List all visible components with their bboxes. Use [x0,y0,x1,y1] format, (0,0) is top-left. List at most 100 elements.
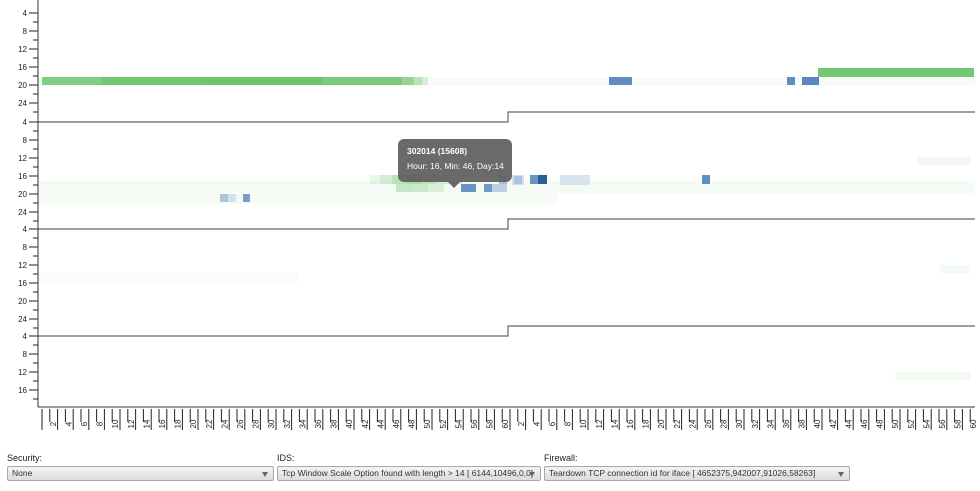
x-tick-label: 8 [96,421,105,426]
heatmap-cell[interactable] [228,194,236,202]
x-tick-label: 26 [236,419,245,428]
y-tick-label: 24 [18,99,27,108]
security-filter: Security: None [7,453,274,481]
x-tick-label: 48 [408,419,417,428]
security-select[interactable]: None [7,466,274,481]
heatmap-cells[interactable] [38,68,975,380]
y-tick-label: 8 [23,27,28,36]
x-tick-label: 22 [673,419,682,428]
y-tick-label: 16 [18,279,27,288]
heatmap-cell[interactable] [412,184,428,192]
heatmap-cell[interactable] [538,175,547,184]
x-tick-label: 52 [907,419,916,428]
y-tick-label: 12 [18,45,27,54]
ids-select[interactable]: Tcp Window Scale Option found with lengt… [277,466,541,481]
x-tick-label: 38 [798,419,807,428]
x-tick-label: 30 [267,419,276,428]
heatmap-cell[interactable] [609,77,632,85]
heatmap-cell[interactable] [38,272,298,282]
x-tick-label: 34 [298,419,307,428]
x-tick-label: 18 [174,419,183,428]
firewall-select[interactable]: Teardown TCP connection id for iface [ 4… [544,466,850,481]
x-tick-label: 30 [735,419,744,428]
x-tick-label: 12 [595,419,604,428]
heatmap-cell[interactable] [940,265,970,273]
heatmap-cell[interactable] [422,77,428,85]
heatmap-cell[interactable] [42,77,102,85]
heatmap-cell[interactable] [787,77,795,85]
x-tick-label: 56 [938,419,947,428]
heatmap-cell[interactable] [38,194,558,204]
x-tick-label: 58 [954,419,963,428]
y-tick-label: 12 [18,261,27,270]
x-tick-label: 2 [49,421,58,426]
x-tick-label: 60 [501,419,510,428]
x-tick-label: 46 [860,419,869,428]
heatmap-cell[interactable] [895,372,970,380]
heatmap-cell[interactable] [380,175,392,184]
heatmap-cell[interactable] [484,184,492,192]
day-boundary-line [38,111,975,123]
x-tick-label: 28 [720,419,729,428]
x-tick-label: 26 [704,419,713,428]
heatmap-cell[interactable] [202,77,322,85]
x-tick-label: 14 [610,419,619,428]
x-tick-label: 52 [439,419,448,428]
heatmap-cell[interactable] [322,77,402,85]
x-tick-label: 42 [361,419,370,428]
x-tick-label: 28 [252,419,261,428]
heatmap-cell[interactable] [38,181,975,193]
y-tick-label: 4 [23,332,28,341]
x-tick-label: 2 [517,421,526,426]
y-tick-label: 4 [23,118,28,127]
heatmap-cell[interactable] [38,78,975,86]
heatmap-cell[interactable] [514,176,522,184]
x-tick-label: 4 [64,421,73,426]
x-tick-label: 36 [782,419,791,428]
x-tick-label: 18 [642,419,651,428]
y-tick-label: 24 [18,208,27,217]
heatmap-cell[interactable] [818,68,974,77]
heatmap-cell[interactable] [560,175,590,185]
heatmap-cell[interactable] [402,77,414,85]
heatmap-cell[interactable] [461,184,476,192]
heatmap-cell[interactable] [492,184,507,192]
tooltip-arrow [448,182,460,188]
heatmap-cell[interactable] [243,194,250,202]
security-select-value: None [12,468,33,478]
x-axis: 2 4 6 8 10 12 14 16 18 20 22 24 26 28 30 32 34 36 38 40 42 44… [41,409,978,430]
heatmap-cell[interactable] [220,194,228,202]
x-tick-label: 50 [423,419,432,428]
y-tick-label: 16 [18,172,27,181]
x-tick-label: 16 [158,419,167,428]
heatmap-cell[interactable] [414,77,422,85]
x-tick-label: 16 [626,419,635,428]
heatmap-cell[interactable] [370,175,380,184]
x-tick-label: 44 [844,419,853,428]
x-tick-label: 58 [486,419,495,428]
tooltip-title: 302014 (15608) [407,146,468,156]
heatmap-cell[interactable] [918,157,970,165]
x-tick-label: 14 [142,419,151,428]
ids-filter: IDS: Tcp Window Scale Option found with … [277,453,541,481]
heatmap-cell[interactable] [530,175,538,184]
x-tick-label: 48 [876,419,885,428]
x-tick-label: 34 [766,419,775,428]
day-boundary-line [38,218,975,230]
x-tick-label: 32 [283,419,292,428]
heatmap-cell[interactable] [702,175,710,184]
chevron-down-icon [838,472,844,477]
heatmap-cell[interactable] [428,184,444,192]
x-tick-label: 22 [205,419,214,428]
x-tick-label: 24 [220,419,229,428]
y-tick-label: 12 [18,368,27,377]
heatmap-cell[interactable] [802,77,819,85]
x-tick-label: 6 [548,421,557,426]
heatmap-cell[interactable] [102,77,202,85]
x-tick-label: 42 [829,419,838,428]
x-tick-label: 10 [579,419,588,428]
heatmap-cell[interactable] [396,184,412,192]
heatmap-cell[interactable] [512,175,524,185]
firewall-filter: Firewall: Teardown TCP connection id for… [544,453,850,481]
